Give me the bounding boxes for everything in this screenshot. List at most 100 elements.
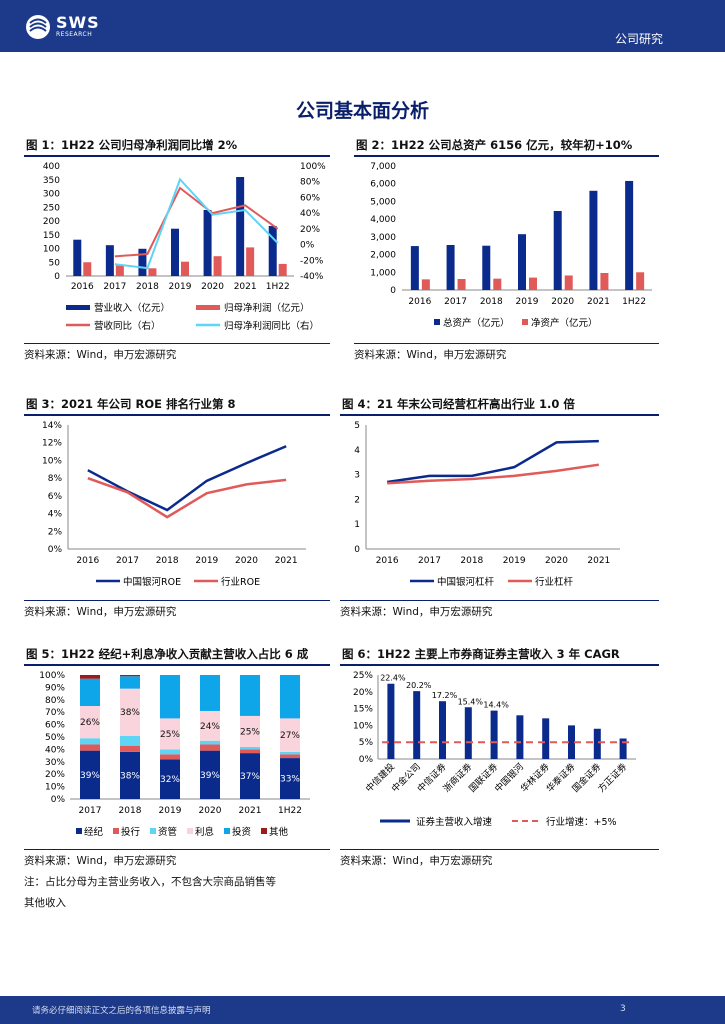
stacked-bar-segment [200,740,220,745]
y-tick-label: 1,000 [370,268,396,278]
y-tick-label: 2% [48,527,63,537]
x-tick-label: 2020 [235,556,258,566]
data-label: 27% [280,731,300,741]
stacked-bar-segment [80,675,100,679]
stacked-bar-segment [120,745,140,752]
bar [138,248,147,276]
x-tick-label: 2017 [444,297,467,307]
legend-swatch [150,828,156,834]
y-tick-label: 10% [42,456,62,466]
y-tick-label: 60% [45,721,65,731]
y-tick-label: 90% [45,683,65,693]
bar [553,210,562,290]
page-title: 公司基本面分析 [295,100,429,122]
bar-label: 20.2% [406,681,432,690]
figure-1-source: 资料来源：Wind，申万宏源研究 [24,349,177,361]
y2-tick-label: 0% [300,241,315,251]
bar [421,279,430,290]
stacked-bar-segment [160,754,180,760]
stacked-bar-segment [200,710,220,741]
bar [413,691,421,759]
figure-2-title: 图 2：1H22 公司总资产 6156 亿元，较年初+10% [356,138,633,152]
stacked-bar-segment [280,754,300,759]
y-tick-label: 150 [43,231,60,241]
stacked-bar-segment [200,744,220,751]
y-tick-label: 20% [45,770,65,780]
x-tick-label: 2020 [545,556,568,566]
data-label: 24% [200,722,220,732]
bar [181,261,189,276]
chart-5-revenue-mix: 0% 10% 20% 30% 40% 50% 60% 70% 80% 90% 100% 2017 201… [39,671,310,838]
figure-3-rule [24,414,330,416]
y2-tick-label: -20% [300,256,324,266]
legend-label: 归母净利润（亿元） [224,302,310,314]
figure-3-bottom-rule [24,600,330,601]
x-tick-label: 2019 [516,297,539,307]
y-tick-label: 0% [51,795,66,805]
figure-6-bottom-rule [340,849,659,850]
legend-label: 净资产（亿元） [531,317,598,329]
legend-label: 行业增速：+5% [546,816,617,828]
y-tick-label: 25% [353,671,373,681]
bar [482,245,491,290]
x-tick-label: 2021 [275,556,298,566]
bar [203,210,212,276]
stacked-bar-segment [240,675,260,716]
bar [516,715,524,759]
data-label: 39% [80,771,100,781]
series-line [87,476,287,519]
y2-tick-label: 40% [300,209,320,219]
bar [600,272,609,290]
y-tick-label: 100 [43,245,60,255]
x-tick-label: 1H22 [622,297,646,307]
stacked-bar-segment [240,749,260,754]
y-tick-label: 20% [353,688,373,698]
bar-label: 22.4% [380,674,406,683]
y-tick-label: 5% [359,738,374,748]
chart-3-roe: 0% 2% 4% 6% 8% 10% 12% 14% 2016 2017 2018 2019 2020 2… [42,421,306,588]
stacked-bar-segment [280,758,300,799]
legend-swatch [434,319,440,325]
legend-swatch [261,828,267,834]
data-label: 25% [240,727,260,737]
y-tick-label: 15% [353,705,373,715]
bar [268,225,277,276]
bar [564,275,573,290]
x-tick-label: 2020 [199,806,222,816]
stacked-bar-segment [240,753,260,799]
x-tick-label: 2021 [587,556,610,566]
header-bar [0,0,725,52]
bar [387,683,395,759]
legend-swatch [196,305,220,310]
y-tick-label: 0 [354,545,360,555]
stacked-bar-segment [280,751,300,755]
bar [236,177,245,276]
y-tick-label: 50% [45,733,65,743]
stacked-bar-segment [120,735,140,746]
y-tick-label: 6% [48,492,63,502]
y-tick-label: 5 [354,421,360,431]
legend-label: 行业ROE [221,576,260,588]
y-tick-label: 200 [43,217,60,227]
figure-5-note-line2: 其他收入 [24,897,66,909]
data-label: 38% [120,708,140,718]
stacked-bar-segment [200,750,220,799]
bar [636,272,645,290]
chart-2-assets: 0 1,000 2,000 3,000 4,000 5,000 6,000 7,000 2016… [370,162,652,329]
sws-logo-icon [26,15,50,39]
stacked-bar-segment [160,675,180,719]
x-tick-label: 2020 [201,282,224,292]
legend-label: 归母净利润同比（右） [224,320,319,332]
figure-5-bottom-rule [24,849,330,850]
chart-4-leverage: 0 1 2 3 4 5 2016 2017 2018 2019 2020 2021 中国银河杠杆 行业杠杆 [354,421,620,588]
stacked-bar-segment [160,718,180,750]
footer-bar [0,996,725,1024]
bar [589,190,598,290]
bar [213,256,222,276]
y-tick-label: 8% [48,474,63,484]
data-label: 39% [200,771,220,781]
series-line [87,445,287,512]
y-tick-label: 0% [359,755,374,765]
y-tick-label: 7,000 [370,162,396,172]
y-tick-label: 70% [45,708,65,718]
